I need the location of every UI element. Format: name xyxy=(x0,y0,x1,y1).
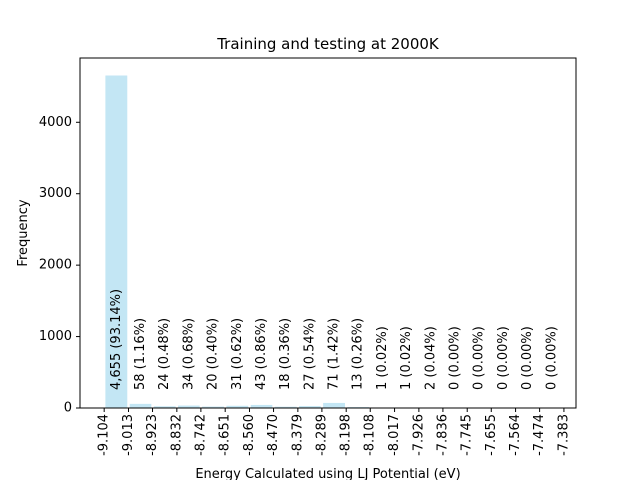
bar-value-label: 1 (0.02%) xyxy=(399,326,414,390)
bar-value-label: 2 (0.04%) xyxy=(423,326,438,390)
plot-area-frame xyxy=(79,57,577,409)
x-axis: -9.104 -9.013 -8.923 -8.832 -8.742 -8.651 -8.5… xyxy=(97,408,571,456)
y-tick-label: 4000 xyxy=(39,115,72,130)
bars-group xyxy=(105,75,442,408)
x-tick-label: -8.379 xyxy=(290,414,305,456)
x-tick-label: -8.560 xyxy=(242,414,257,456)
bar-labels-group: 4,655 (93.14%) 58 (1.16%) 24 (0.48%) 34 (0.… xyxy=(109,289,559,390)
histogram-bar xyxy=(105,75,128,408)
x-tick-label: -8.198 xyxy=(339,414,354,456)
bar-value-label: 0 (0.00%) xyxy=(472,326,487,390)
x-tick-label: -8.832 xyxy=(169,414,184,456)
histogram-bar xyxy=(250,404,273,408)
x-tick-label: -7.474 xyxy=(532,414,547,456)
histogram-bar xyxy=(129,403,152,408)
bar-value-label: 34 (0.68%) xyxy=(181,318,196,390)
bar-value-label: 58 (1.16%) xyxy=(133,318,148,390)
bar-value-label: 1 (0.02%) xyxy=(375,326,390,390)
bar-value-label: 18 (0.36%) xyxy=(278,318,293,390)
x-tick-label: -8.742 xyxy=(193,414,208,456)
bar-value-label: 31 (0.62%) xyxy=(230,318,245,390)
bar-value-label: 0 (0.00%) xyxy=(544,326,559,390)
bar-value-label: 0 (0.00%) xyxy=(496,326,511,390)
bar-value-label: 71 (1.42%) xyxy=(327,318,342,390)
chart-title: Training and testing at 2000K xyxy=(216,35,440,53)
x-tick-label: -9.104 xyxy=(97,414,112,456)
histogram-bar xyxy=(299,406,321,408)
x-tick-label: -8.651 xyxy=(218,414,233,456)
histogram-bar xyxy=(202,406,224,408)
x-tick-label: -8.470 xyxy=(266,414,281,456)
y-tick-label: 2000 xyxy=(39,258,72,273)
y-axis: 0 1000 2000 3000 4000 xyxy=(39,115,80,416)
bar-value-label: 4,655 (93.14%) xyxy=(109,289,124,390)
bar-value-label: 13 (0.26%) xyxy=(351,318,366,390)
y-tick-label: 1000 xyxy=(39,329,72,344)
x-tick-label: -8.108 xyxy=(363,414,378,456)
y-tick-label: 3000 xyxy=(39,186,72,201)
histogram-bar xyxy=(274,406,297,408)
bar-value-label: 27 (0.54%) xyxy=(302,318,317,390)
x-tick-label: -8.923 xyxy=(145,414,160,456)
x-tick-label: -7.383 xyxy=(556,414,571,456)
x-tick-label: -7.745 xyxy=(460,414,475,456)
x-tick-label: -8.017 xyxy=(387,414,402,456)
bar-value-label: 20 (0.40%) xyxy=(206,318,221,390)
bar-value-label: 24 (0.48%) xyxy=(157,318,172,390)
y-axis-label: Frequency xyxy=(16,199,31,266)
x-tick-label: -7.564 xyxy=(508,414,523,456)
x-tick-label: -7.655 xyxy=(484,414,499,456)
histogram-bar xyxy=(153,406,176,408)
histogram-bar xyxy=(226,405,249,408)
x-tick-label: -7.836 xyxy=(435,414,450,456)
bar-value-label: 0 (0.00%) xyxy=(448,326,463,390)
histogram-bar xyxy=(178,405,200,408)
histogram-bar xyxy=(323,402,345,408)
x-tick-label: -9.013 xyxy=(121,414,136,456)
y-tick-label: 0 xyxy=(64,401,72,416)
x-axis-label: Energy Calculated using LJ Potential (eV… xyxy=(195,467,460,480)
bar-value-label: 0 (0.00%) xyxy=(520,326,535,390)
x-tick-label: -8.289 xyxy=(314,414,329,456)
bar-value-label: 43 (0.86%) xyxy=(254,318,269,390)
x-tick-label: -7.926 xyxy=(411,414,426,456)
